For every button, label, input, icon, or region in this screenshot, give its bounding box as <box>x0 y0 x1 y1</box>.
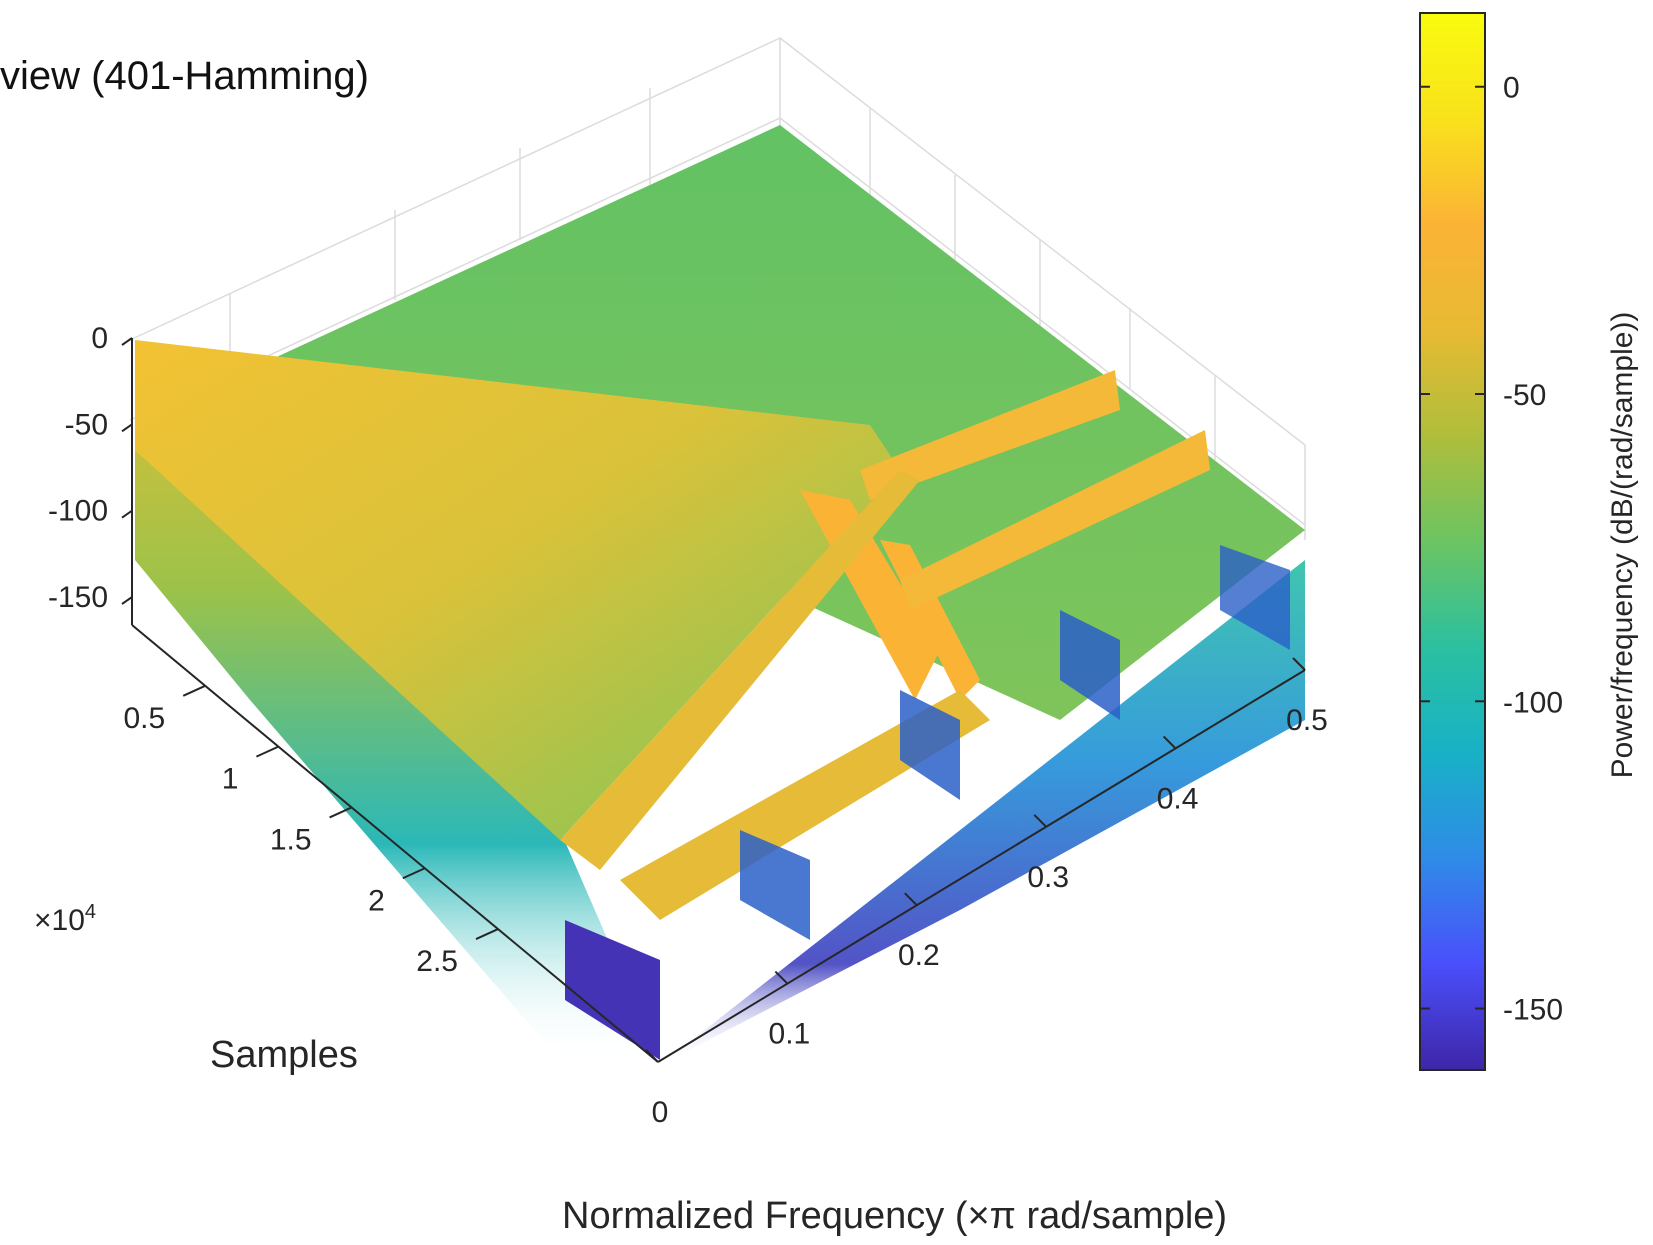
surface-well-5 <box>1220 545 1290 650</box>
colorbar-bar <box>1419 12 1486 1071</box>
x-tick-mark <box>904 892 918 906</box>
y-tick-label: 2.5 <box>416 945 458 978</box>
surface-ridge-5 <box>560 470 920 870</box>
x-axis-line <box>657 669 1306 1063</box>
x-tick-mark <box>1292 657 1306 671</box>
z-tick-label: 0 <box>91 322 108 355</box>
z-tick-label: -100 <box>48 495 108 528</box>
y-tick-mark <box>182 684 206 697</box>
x-tick-mark <box>1162 735 1177 750</box>
x-axis-label: Normalized Frequency (×π rad/sample) <box>562 1195 1227 1237</box>
surface-front-wall <box>135 340 660 1060</box>
y-tick-label: 2 <box>368 884 385 917</box>
y-tick-label: 1.5 <box>270 823 312 856</box>
colorbar-tick-label: -150 <box>1503 994 1563 1027</box>
z-tick-mark <box>121 509 133 519</box>
x-tick-mark <box>774 970 789 985</box>
y-axis-exponent-power: 4 <box>85 901 96 923</box>
surface-main-sheet <box>135 340 900 840</box>
z-tick-label: -50 <box>65 408 108 441</box>
x-tick-mark <box>1033 814 1047 828</box>
y-axis-exponent-base: ×10 <box>34 904 85 937</box>
z-tick-label: -150 <box>48 581 108 614</box>
y-tick-label: 0.5 <box>123 702 165 735</box>
x-tick-label: 0.4 <box>1157 782 1199 815</box>
x-tick-label: 0.2 <box>898 939 940 972</box>
colorbar-tick-label: -50 <box>1503 379 1546 412</box>
z-tick-mark <box>121 337 133 346</box>
colorbar-label: Power/frequency (dB/(rad/sample)) <box>1606 312 1639 779</box>
y-axis-exponent: ×104 <box>34 901 96 937</box>
surface-well-2 <box>740 830 810 940</box>
y-axis-label: Samples <box>210 1034 358 1076</box>
z-tick-mark <box>121 423 133 433</box>
surface-ridge-3 <box>860 370 1120 500</box>
x-tick-label: 0.1 <box>769 1018 811 1051</box>
colorbar-tick-label: 0 <box>1503 72 1520 105</box>
y-tick-mark <box>475 928 499 940</box>
y-tick-mark <box>255 745 279 758</box>
spectrogram-surface <box>135 125 1305 1065</box>
surface-well-4 <box>1060 610 1120 720</box>
chart-subtitle: view (401-Hamming) <box>0 54 369 98</box>
axes <box>131 338 1306 1063</box>
surface-ridge-4 <box>900 430 1210 610</box>
z-tick-mark <box>121 596 133 605</box>
y-tick-label: 1 <box>222 763 239 796</box>
y-axis-line <box>131 624 659 1063</box>
x-tick-label: 0 <box>652 1096 669 1129</box>
y-tick-mark <box>402 867 426 880</box>
surface-well-3 <box>900 690 960 800</box>
grid-line <box>779 117 1306 526</box>
surface-ridge-6 <box>620 690 990 920</box>
colorbar-ticks: 0 -50 -100 -150 <box>1420 72 1563 1027</box>
colorbar: 0 -50 -100 -150 Power/frequency (dB/(rad/sa… <box>1419 12 1639 1071</box>
x-tick-label: 0.3 <box>1027 861 1069 894</box>
y-tick-mark <box>329 806 353 819</box>
back-wall-edge-right <box>779 37 1306 540</box>
colorbar-tick-label: -100 <box>1503 686 1563 719</box>
tick-layer: 0 -50 -100 -150 0.5 1 1.5 2 2.5 0 0.1 0.2 0.3 0.4 0.5 <box>48 322 1328 1129</box>
x-tick-mark <box>645 1049 659 1063</box>
x-tick-label: 0.5 <box>1286 704 1328 737</box>
surface-well-1 <box>565 920 660 1060</box>
